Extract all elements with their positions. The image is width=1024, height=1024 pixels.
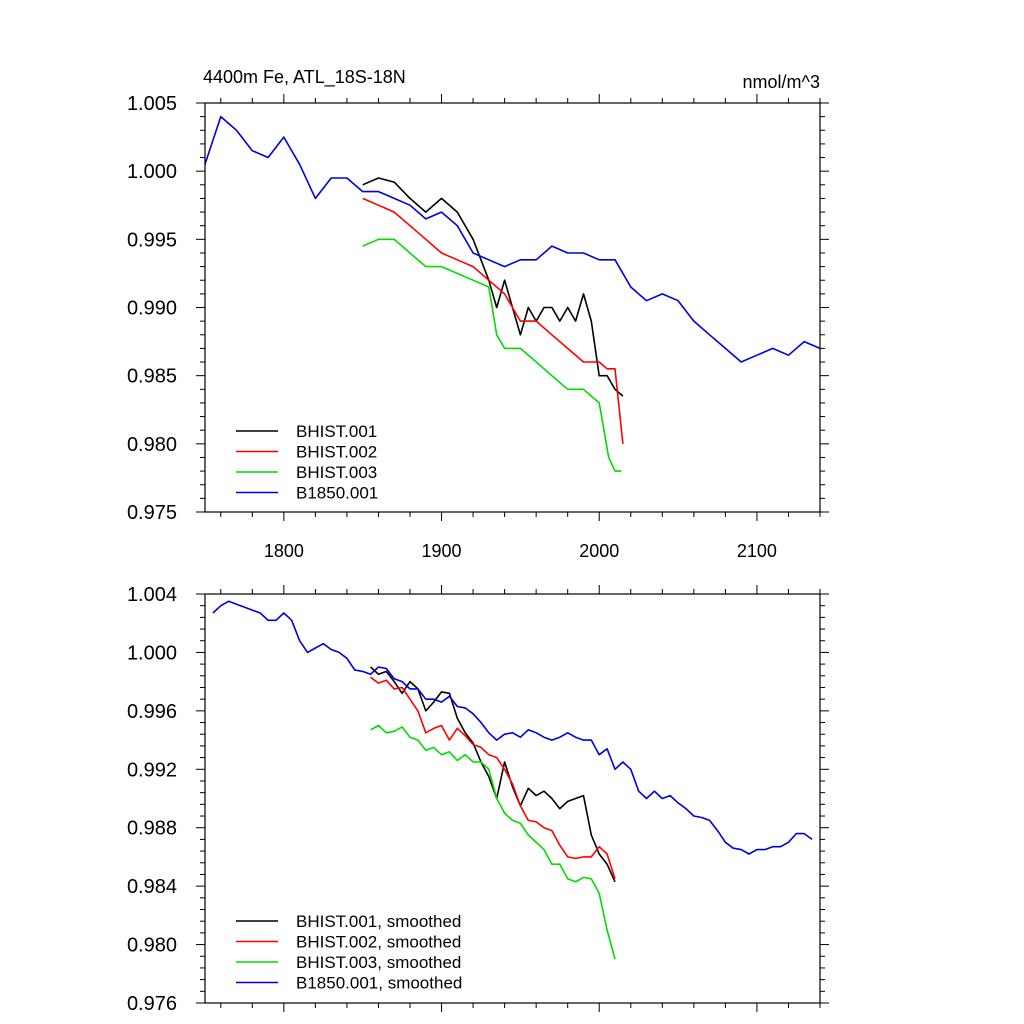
legend-label: BHIST.001 <box>296 422 377 441</box>
legend-label: BHIST.002, smoothed <box>296 933 461 952</box>
x-tick-label: 1800 <box>264 541 304 561</box>
legend-label: BHIST.001, smoothed <box>296 912 461 931</box>
series-line-0-2 <box>362 238 622 472</box>
y-tick-label: 0.995 <box>127 229 177 251</box>
figure-title: 4400m Fe, ATL_18S-18N <box>203 67 406 88</box>
figure-units: nmol/m^3 <box>743 72 820 92</box>
y-tick-label: 0.980 <box>127 434 177 456</box>
x-tick-label: 1900 <box>422 541 462 561</box>
y-tick-label: 0.975 <box>127 502 177 524</box>
y-tick-label: 0.988 <box>127 818 177 840</box>
x-tick-label: 2000 <box>579 541 619 561</box>
y-tick-label: 1.005 <box>127 93 177 115</box>
series-line-0-3 <box>204 115 821 363</box>
y-tick-label: 0.985 <box>127 366 177 388</box>
legend-label: B1850.001, smoothed <box>296 974 462 993</box>
y-tick-label: 1.000 <box>127 161 177 183</box>
series-line-1-0 <box>370 666 616 883</box>
y-tick-label: 0.976 <box>127 993 177 1015</box>
series-line-1-2 <box>370 724 616 960</box>
legend-label: B1850.001 <box>296 484 378 503</box>
legend-label: BHIST.003 <box>296 463 377 482</box>
legend-label: BHIST.003, smoothed <box>296 953 461 972</box>
y-tick-label: 1.004 <box>127 584 177 606</box>
series-line-0-0 <box>362 177 624 397</box>
y-tick-label: 0.996 <box>127 701 177 723</box>
top-panel: 1800 1900 2000 2100 0.975 0.980 0.985 0.990 0.99… <box>127 93 829 561</box>
y-tick-label: 1.000 <box>127 642 177 664</box>
bottom-panel: 0.976 0.980 0.984 0.988 0.992 0.996 1.000 1.004… <box>127 584 829 1015</box>
y-tick-label: 0.992 <box>127 759 177 781</box>
series-line-1-1 <box>370 676 616 880</box>
y-tick-label: 0.990 <box>127 298 177 320</box>
y-tick-label: 0.984 <box>127 876 177 898</box>
series-line-0-1 <box>362 197 624 444</box>
y-tick-label: 0.980 <box>127 935 177 957</box>
series-line-1-3 <box>212 600 813 855</box>
plot-frame <box>204 593 821 1004</box>
legend-label: BHIST.002 <box>296 443 377 462</box>
x-tick-label: 2100 <box>737 541 777 561</box>
